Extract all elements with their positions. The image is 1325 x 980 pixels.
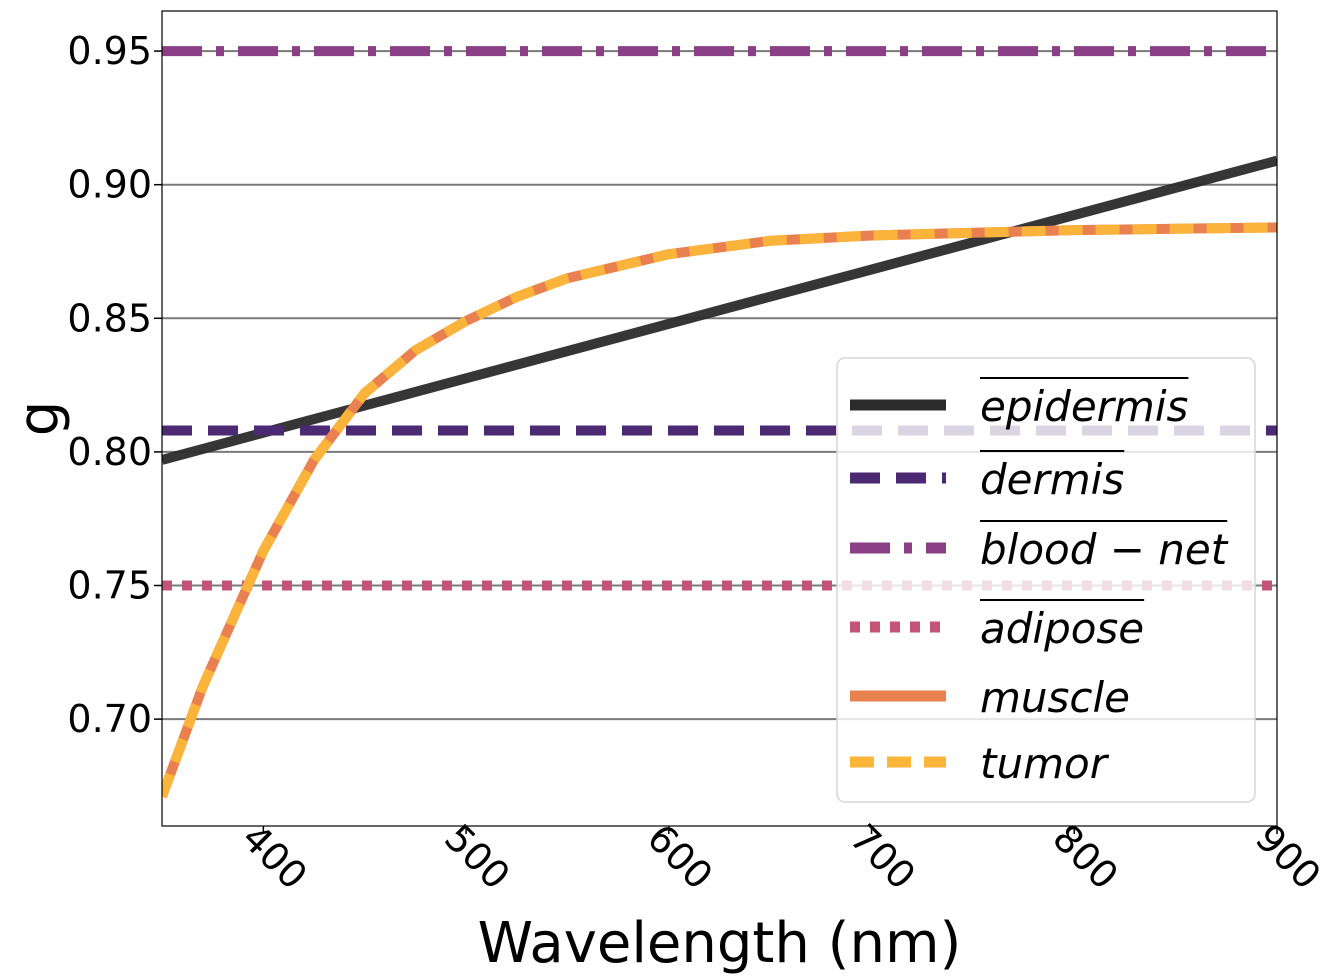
y-tick-label: 0.75 — [67, 564, 152, 608]
legend-label: muscle — [980, 673, 1130, 722]
x-tick-label: 600 — [639, 816, 721, 898]
x-tick-label: 800 — [1044, 816, 1126, 898]
y-tick-label: 0.80 — [67, 430, 152, 474]
legend-label: tumor — [980, 739, 1110, 788]
y-tick-label: 0.95 — [67, 29, 152, 73]
x-axis-label: Wavelength (nm) — [478, 911, 962, 976]
legend: epidermis dermis blood − net adipose muscle t… — [836, 357, 1256, 803]
legend-label: blood − net — [980, 525, 1229, 574]
y-tick-label: 0.90 — [67, 163, 152, 207]
x-tick-label: 400 — [233, 816, 315, 898]
x-tick-label: 500 — [436, 816, 518, 898]
legend-label: adipose — [980, 604, 1144, 653]
legend-label: epidermis — [980, 382, 1188, 431]
series-line-tumor — [162, 222, 1277, 799]
x-tick-label: 700 — [842, 816, 924, 898]
plot-series — [162, 46, 1277, 799]
y-tick-label: 0.70 — [67, 697, 152, 741]
y-axis-label: g — [7, 401, 72, 437]
x-tick-label: 900 — [1247, 816, 1325, 898]
plot-frame — [161, 10, 1278, 827]
y-tick-label: 0.85 — [67, 296, 152, 340]
legend-label: dermis — [980, 455, 1124, 504]
